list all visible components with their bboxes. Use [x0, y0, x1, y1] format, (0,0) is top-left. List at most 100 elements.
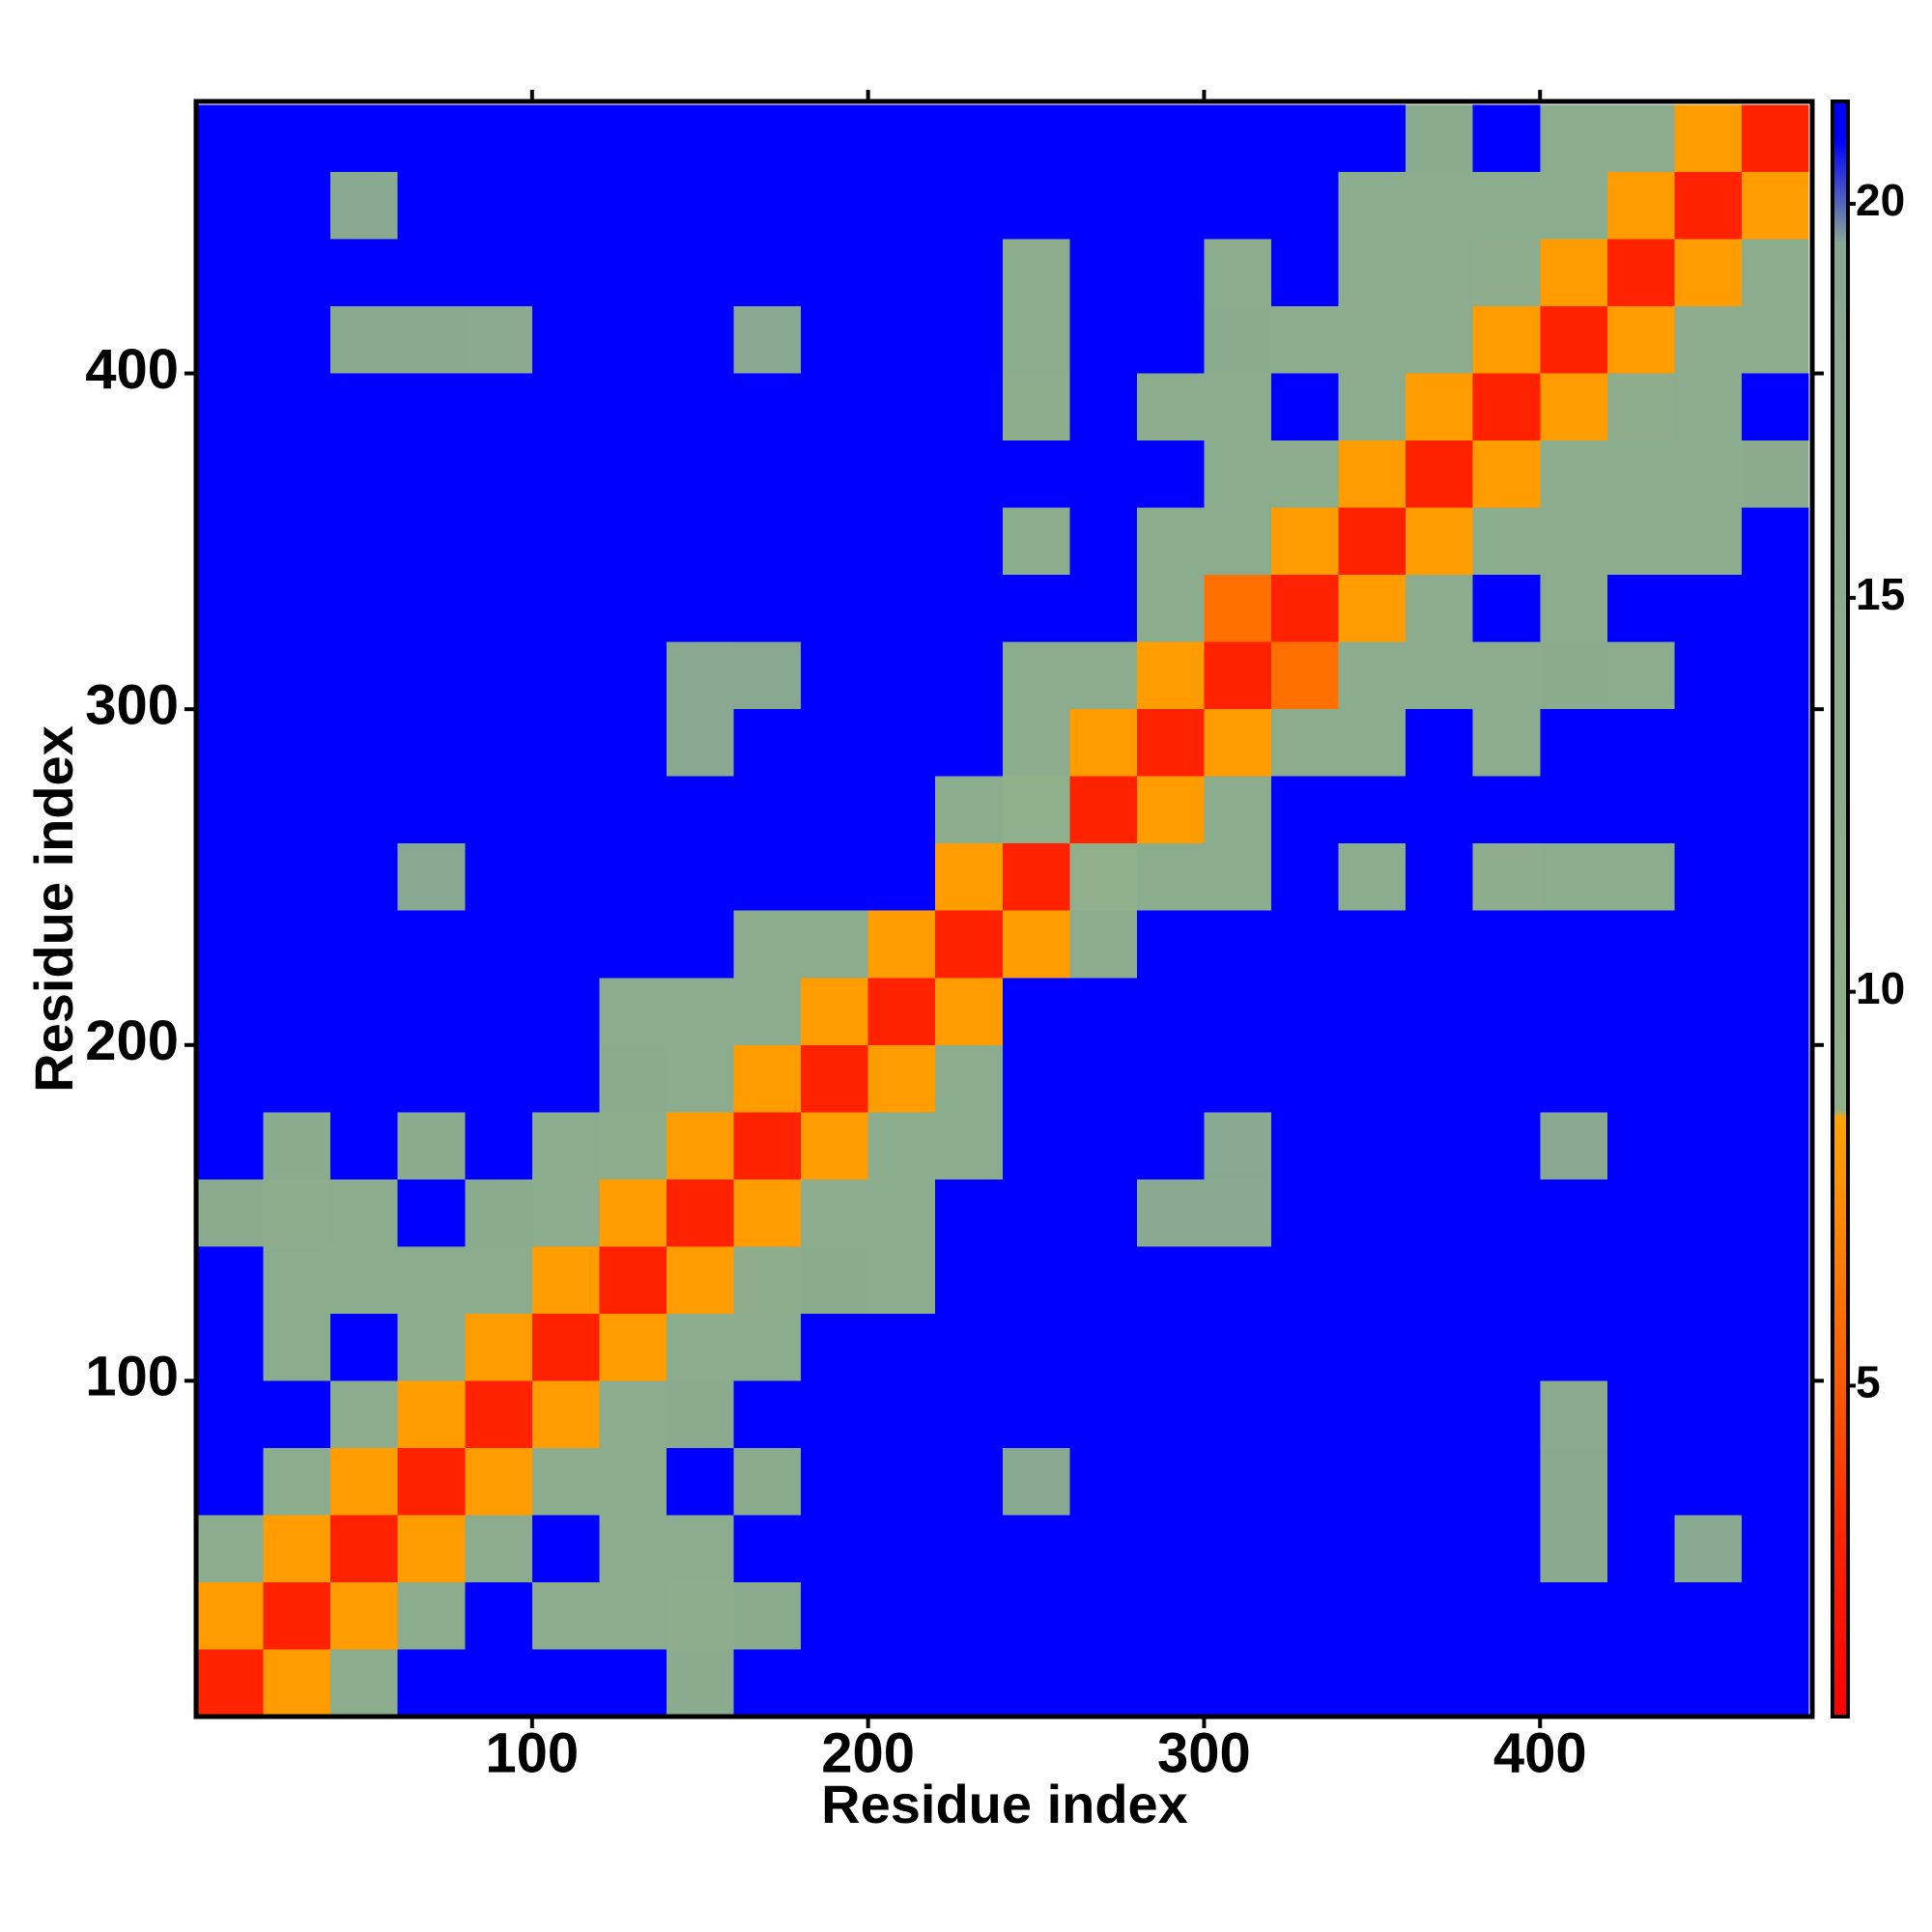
- heatmap-cell: [1406, 709, 1473, 777]
- heatmap-cell: [1741, 709, 1809, 777]
- heatmap-cell: [599, 1515, 667, 1582]
- heatmap-cell: [1741, 171, 1809, 240]
- heatmap-cell: [531, 507, 600, 576]
- heatmap-cell: [1674, 373, 1742, 441]
- heatmap-cell: [1136, 1313, 1205, 1381]
- heatmap-cell: [1674, 1112, 1742, 1179]
- heatmap-cell: [1674, 1380, 1742, 1448]
- heatmap-cell: [1069, 1044, 1137, 1113]
- heatmap-cell: [196, 1447, 264, 1516]
- heatmap-cell: [935, 910, 1003, 979]
- heatmap-cell: [196, 1179, 264, 1247]
- heatmap-cell: [1002, 1380, 1070, 1448]
- heatmap-cell: [666, 1581, 734, 1650]
- heatmap-cell: [1069, 1313, 1137, 1381]
- heatmap-cell: [531, 910, 600, 979]
- heatmap-cell: [1674, 1313, 1742, 1381]
- heatmap-cell: [935, 978, 1003, 1045]
- heatmap-cell: [330, 104, 398, 172]
- heatmap-cell: [1338, 1380, 1406, 1448]
- heatmap-cell: [935, 1515, 1003, 1582]
- heatmap-cell: [1002, 910, 1070, 979]
- heatmap-cell: [196, 104, 264, 172]
- heatmap-cell: [1338, 1581, 1406, 1650]
- heatmap-cell: [1271, 709, 1339, 777]
- heatmap-cell: [1741, 1380, 1809, 1448]
- heatmap-cell: [935, 373, 1003, 441]
- heatmap-cell: [935, 1112, 1003, 1179]
- heatmap-cell: [1069, 373, 1137, 441]
- heatmap-cell: [867, 1246, 936, 1314]
- heatmap-cell: [867, 171, 936, 240]
- heatmap-cell: [1472, 171, 1541, 240]
- heatmap-cell: [801, 709, 868, 777]
- heatmap-cell: [330, 373, 398, 441]
- heatmap-cell: [1204, 1044, 1272, 1113]
- heatmap-cell: [666, 171, 734, 240]
- heatmap-cell: [1271, 373, 1339, 441]
- heatmap-cell: [1540, 306, 1607, 374]
- heatmap-cell: [397, 1246, 466, 1314]
- heatmap-cell: [599, 1649, 667, 1717]
- heatmap-cell: [531, 709, 600, 777]
- heatmap-cell: [196, 776, 264, 844]
- heatmap-cell: [531, 1447, 600, 1516]
- heatmap-cell: [531, 306, 600, 374]
- heatmap-cell: [867, 1515, 936, 1582]
- heatmap-cell: [1741, 641, 1809, 710]
- heatmap-cell: [733, 843, 802, 911]
- heatmap-cell: [263, 1313, 331, 1381]
- heatmap-cell: [1540, 1313, 1607, 1381]
- heatmap-cell: [867, 641, 936, 710]
- x-tick-label: 100: [485, 1721, 579, 1784]
- heatmap-cell: [397, 641, 466, 710]
- heatmap-cell: [1406, 978, 1473, 1045]
- heatmap-cell: [263, 978, 331, 1045]
- heatmap-cell: [867, 776, 936, 844]
- heatmap-cell: [1136, 978, 1205, 1045]
- heatmap-cell: [1069, 843, 1137, 911]
- heatmap-cell: [935, 1649, 1003, 1717]
- heatmap-cell: [1472, 641, 1541, 710]
- heatmap-cell: [397, 1044, 466, 1113]
- heatmap-cell: [1606, 1649, 1675, 1717]
- heatmap-cell: [330, 1447, 398, 1516]
- heatmap-cell: [935, 440, 1003, 508]
- heatmap-cell: [867, 575, 936, 642]
- heatmap-cell: [397, 1179, 466, 1247]
- heatmap-cell: [1540, 507, 1607, 576]
- heatmap-cell: [666, 440, 734, 508]
- heatmap-cell: [1338, 239, 1406, 307]
- heatmap-cell: [531, 776, 600, 844]
- heatmap-cell: [1406, 1515, 1473, 1582]
- heatmap-cell: [801, 1246, 868, 1314]
- heatmap-cell: [1606, 373, 1675, 441]
- heatmap-cell: [801, 1447, 868, 1516]
- heatmap-cell: [1136, 575, 1205, 642]
- heatmap-cell: [935, 306, 1003, 374]
- heatmap-cell: [1406, 1649, 1473, 1717]
- heatmap-cell: [263, 1179, 331, 1247]
- y-tick-label: 400: [85, 338, 179, 401]
- heatmap-cell: [1002, 575, 1070, 642]
- heatmap-cell: [1204, 239, 1272, 307]
- heatmap-cell: [1741, 1649, 1809, 1717]
- heatmap-cell: [1338, 641, 1406, 710]
- heatmap-cell: [1741, 1246, 1809, 1314]
- heatmap-cell: [1002, 1581, 1070, 1650]
- heatmap-cell: [1204, 843, 1272, 911]
- heatmap-cell: [599, 1044, 667, 1113]
- heatmap-cell: [1406, 1447, 1473, 1516]
- heatmap-cell: [801, 1313, 868, 1381]
- heatmap-cell: [867, 1447, 936, 1516]
- heatmap-cell: [397, 440, 466, 508]
- heatmap-cell: [196, 1649, 264, 1717]
- heatmap-cell: [1204, 507, 1272, 576]
- heatmap-cell: [666, 1044, 734, 1113]
- heatmap-cell: [465, 1246, 532, 1314]
- heatmap-cell: [196, 373, 264, 441]
- heatmap-cell: [1136, 306, 1205, 374]
- heatmap-cell: [1606, 1380, 1675, 1448]
- heatmap-cell: [1540, 1380, 1607, 1448]
- heatmap-cell: [666, 978, 734, 1045]
